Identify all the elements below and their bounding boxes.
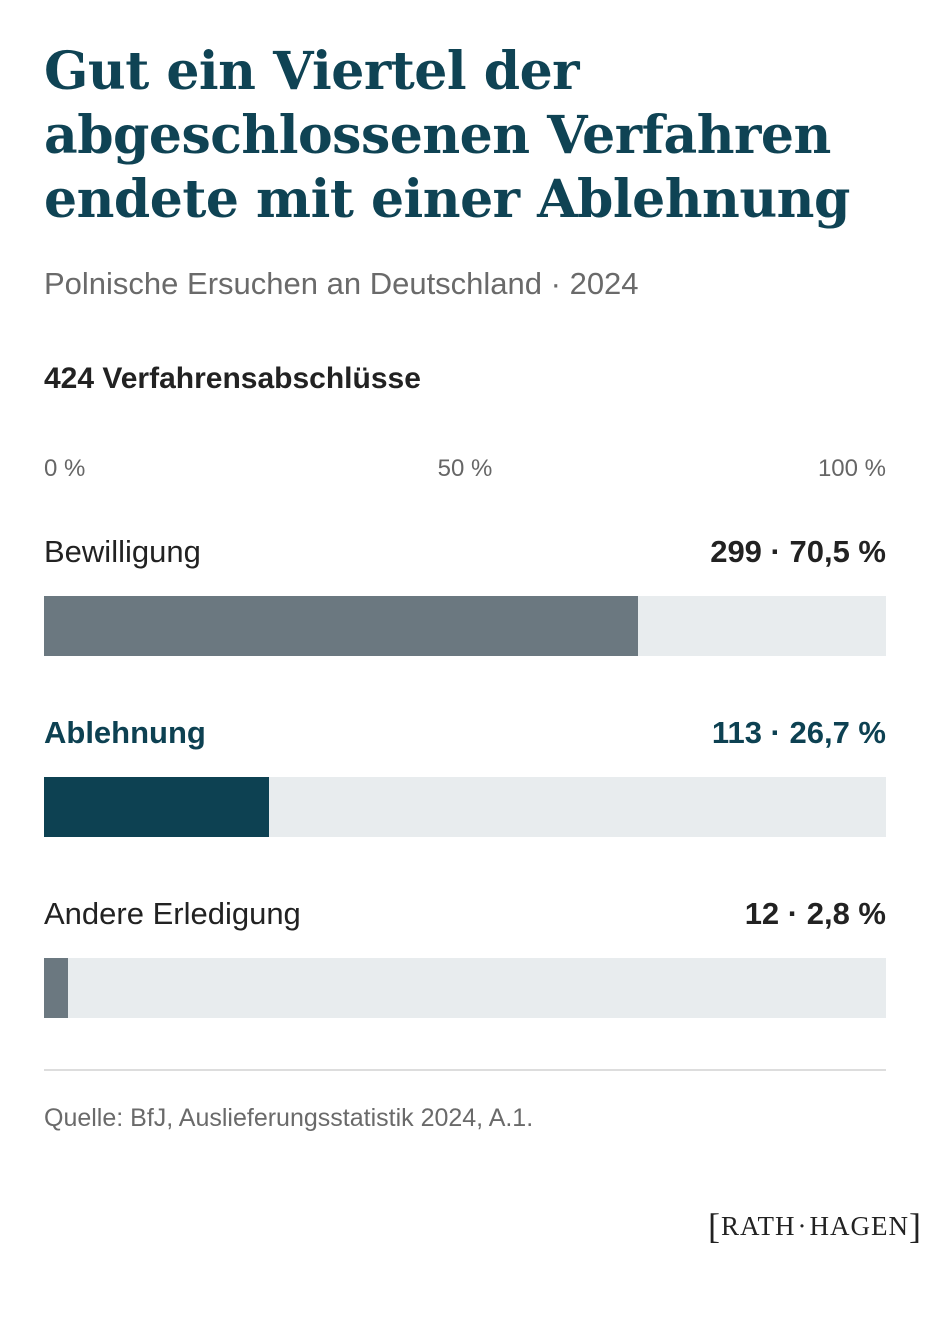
bar-row: Bewilligung 299 · 70,5 % (44, 534, 886, 656)
total-count-label: 424 Verfahrensabschlüsse (44, 362, 421, 395)
category-label: Ablehnung (44, 715, 206, 750)
bar (44, 777, 269, 837)
bar-row: Ablehnung 113 · 26,7 % (44, 715, 886, 837)
x-axis: 0 % 50 % 100 % (44, 455, 886, 487)
x-tick-label: 100 % (817, 455, 886, 482)
logo-separator: · (797, 1210, 808, 1241)
chart-subtitle: Polnische Ersuchen an Deutschland · 2024 (44, 266, 639, 301)
value-label: 299 · 70,5 % (710, 534, 886, 569)
bar-track (44, 596, 886, 656)
logo-right-bracket: ] (909, 1206, 922, 1246)
divider (44, 1069, 886, 1071)
category-label: Bewilligung (44, 534, 201, 569)
publisher-logo: [ RATH · HAGEN ] (708, 1208, 922, 1244)
bar-row: Andere Erledigung 12 · 2,8 % (44, 896, 886, 1018)
source-note: Quelle: BfJ, Auslieferungsstatistik 2024… (44, 1104, 534, 1132)
chart-title: Gut ein Viertel der abgeschlossenen Verf… (44, 41, 850, 230)
value-label: 113 · 26,7 % (711, 715, 886, 750)
logo-left-bracket: [ (707, 1206, 721, 1246)
bar-track (44, 958, 886, 1018)
value-label: 12 · 2,8 % (744, 896, 886, 931)
bar-track (44, 777, 886, 837)
bar (44, 958, 68, 1018)
logo-text-right: HAGEN (809, 1210, 909, 1241)
category-label: Andere Erledigung (44, 896, 301, 931)
x-tick-label: 0 % (44, 455, 86, 482)
bar (44, 596, 638, 656)
logo-text-left: RATH (720, 1210, 796, 1241)
x-tick-label: 50 % (437, 455, 493, 482)
